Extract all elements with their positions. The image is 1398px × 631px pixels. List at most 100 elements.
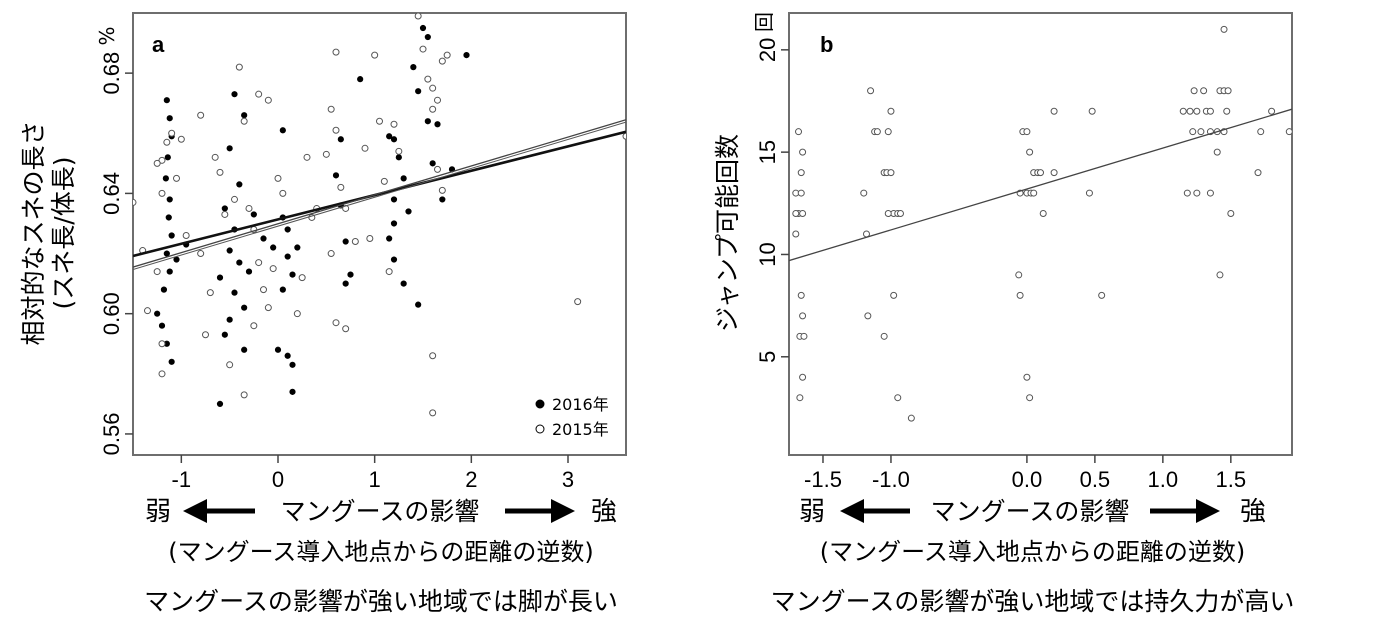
y-tick-label: 15	[755, 140, 780, 164]
data-point-open	[873, 128, 881, 136]
data-point-filled	[166, 115, 173, 122]
data-point-open	[799, 312, 807, 320]
data-point-open	[158, 370, 166, 378]
arrow-left-head	[183, 499, 207, 523]
data-point-open	[887, 169, 895, 177]
data-point-open	[795, 128, 803, 136]
data-point-open	[197, 250, 205, 258]
data-point-filled	[226, 247, 233, 254]
data-point-open	[250, 322, 258, 330]
data-point-open	[797, 291, 805, 299]
data-point-open	[1268, 107, 1276, 115]
y-axis-label: ジャンプ可能回数	[713, 134, 742, 332]
data-point-filled	[166, 196, 173, 203]
data-point-open	[153, 268, 161, 276]
annotation-weak: 弱	[145, 497, 171, 527]
data-point-open	[1023, 373, 1031, 381]
data-point-open	[1254, 169, 1262, 177]
data-point-filled	[270, 244, 277, 251]
data-point-filled	[274, 346, 282, 353]
data-point-filled	[284, 226, 291, 233]
data-point-filled	[260, 235, 267, 242]
data-point-open	[264, 304, 272, 312]
y-axis-label-sub: (スネ長/体長)	[49, 157, 78, 310]
data-point-open	[890, 291, 898, 299]
data-point-filled	[245, 268, 253, 275]
data-point-filled	[166, 268, 173, 275]
data-point-open	[1026, 394, 1034, 402]
data-point-open	[1220, 25, 1228, 33]
data-point-open	[419, 45, 427, 53]
data-point-open	[438, 186, 446, 194]
data-point-open	[260, 286, 267, 294]
data-point-open	[216, 168, 224, 176]
data-point-open	[202, 331, 209, 339]
data-point-open	[342, 325, 350, 333]
series-2015年	[133, 13, 626, 417]
data-point-open	[438, 57, 446, 65]
x-tick-label: 0	[272, 467, 284, 492]
y-tick-label: 5	[755, 351, 780, 363]
legend-marker-open	[535, 424, 545, 434]
data-point-open	[1085, 189, 1093, 197]
data-point-filled	[429, 160, 436, 167]
data-point-open	[182, 232, 190, 240]
data-point-open	[792, 230, 800, 238]
data-point-filled	[424, 33, 431, 41]
data-point-open	[376, 117, 383, 125]
data-point-filled	[390, 220, 398, 227]
data-point-open	[907, 414, 915, 422]
data-point-open	[293, 310, 301, 318]
fit-line-edge	[133, 121, 626, 270]
y-tick-label: 0.56	[99, 413, 124, 456]
data-point-filled	[216, 274, 224, 281]
caption: マングースの影響が強い地域では持久力が高い	[771, 587, 1295, 616]
data-point-open	[797, 189, 805, 197]
data-point-filled	[289, 361, 296, 368]
data-point-open	[206, 289, 214, 297]
data-point-open	[1015, 271, 1023, 279]
annotation-strong: 強	[591, 497, 617, 527]
data-point-filled	[419, 24, 427, 32]
data-point-open	[133, 198, 137, 206]
data-point-filled	[279, 286, 286, 293]
data-point-filled	[342, 238, 349, 245]
data-point-open	[414, 13, 422, 20]
data-point-open	[235, 63, 243, 71]
data-point-filled	[390, 256, 398, 263]
data-point-filled	[284, 352, 291, 359]
data-point-open	[177, 135, 185, 143]
caption: マングースの影響が強い地域では脚が長い	[144, 587, 618, 616]
data-point-open	[797, 169, 805, 177]
data-point-open	[799, 148, 807, 156]
data-point-open	[443, 51, 451, 59]
data-point-open	[327, 250, 335, 258]
legend-marker-filled	[535, 399, 545, 409]
y-axis-label: 相対的なスネの長さ	[19, 120, 48, 345]
data-point-open	[796, 394, 804, 402]
data-point-filled	[400, 175, 407, 182]
data-point-open	[1190, 87, 1198, 95]
data-point-open	[884, 128, 892, 136]
data-point-open	[322, 150, 330, 158]
y-unit: 回	[752, 12, 776, 32]
data-point-open	[332, 126, 340, 134]
data-point-open	[867, 87, 875, 95]
y-tick-label: 0.64	[99, 172, 124, 215]
plot-frame	[132, 12, 627, 456]
data-point-open	[144, 307, 151, 315]
x-tick-label: -1	[172, 467, 192, 492]
data-point-filled	[332, 172, 340, 179]
data-point-open	[197, 111, 205, 119]
data-point-open	[1186, 107, 1194, 115]
data-point-filled	[236, 181, 243, 188]
data-point-open	[173, 174, 180, 182]
data-point-filled	[415, 88, 422, 95]
data-point-open	[269, 265, 277, 273]
data-point-filled	[405, 208, 412, 215]
data-point-open	[800, 332, 808, 340]
data-point-open	[361, 144, 369, 152]
x-tick-label: 3	[562, 467, 574, 492]
data-point-filled	[415, 301, 422, 308]
data-point-open	[1223, 107, 1231, 115]
